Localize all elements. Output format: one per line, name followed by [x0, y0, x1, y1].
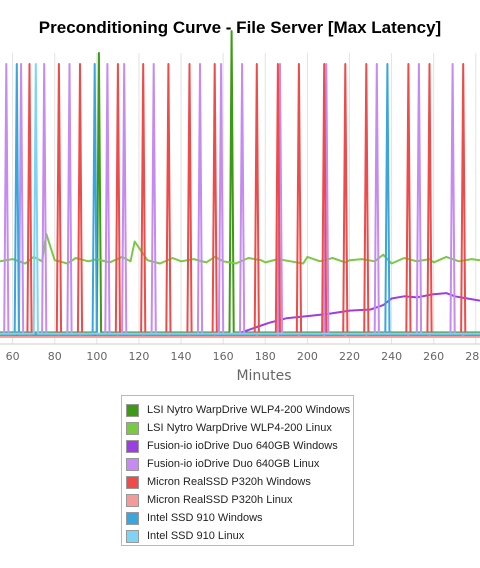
x-tick-label-3: 120 [128, 350, 149, 360]
plot-area: 60 80 100 120 140 160 180 200 220 240 260 280 [0, 30, 480, 360]
legend-label-4: Micron RealSSD P320h Windows [147, 476, 311, 488]
legend-swatch-0 [126, 403, 139, 417]
legend-item-1[interactable]: LSI Nytro WarpDrive WLP4-200 Linux [126, 419, 353, 437]
x-tick-label-9: 240 [381, 350, 402, 360]
x-axis-title: Minutes [236, 368, 292, 384]
legend-swatch-7 [126, 529, 139, 543]
x-tick-label-6: 180 [255, 350, 276, 360]
legend-item-7[interactable]: Intel SSD 910 Linux [126, 527, 353, 545]
legend-label-3: Fusion-io ioDrive Duo 640GB Linux [147, 458, 320, 470]
legend-label-0: LSI Nytro WarpDrive WLP4-200 Windows [147, 404, 351, 416]
x-tick-label-2: 100 [86, 350, 107, 360]
x-tick-label-7: 200 [297, 350, 318, 360]
legend-label-2: Fusion-io ioDrive Duo 640GB Windows [147, 440, 338, 452]
x-tick-label-4: 140 [171, 350, 192, 360]
legend-swatch-5 [126, 493, 139, 507]
legend-swatch-6 [126, 511, 139, 525]
legend-swatch-1 [126, 421, 139, 435]
legend-label-7: Intel SSD 910 Linux [147, 530, 245, 542]
series-line-4 [0, 63, 480, 337]
x-tick-label-5: 160 [213, 350, 234, 360]
series-line-6 [0, 63, 480, 336]
legend-item-5[interactable]: Micron RealSSD P320h Linux [126, 491, 353, 509]
legend-item-3[interactable]: Fusion-io ioDrive Duo 640GB Linux [126, 455, 353, 473]
chart-title: Preconditioning Curve - File Server [Max… [38, 18, 442, 37]
series-line-2 [0, 292, 480, 336]
x-tick-label-8: 220 [339, 350, 360, 360]
legend-item-0[interactable]: LSI Nytro WarpDrive WLP4-200 Windows [126, 401, 353, 419]
legend-label-6: Intel SSD 910 Windows [147, 512, 263, 524]
legend-label-1: LSI Nytro WarpDrive WLP4-200 Linux [147, 422, 332, 434]
series-lines [0, 30, 480, 338]
x-tick-label-11: 280 [465, 350, 480, 360]
series-line-1 [0, 232, 480, 265]
series-line-7 [0, 63, 480, 335]
legend-item-4[interactable]: Micron RealSSD P320h Windows [126, 473, 353, 491]
series-line-3 [0, 63, 480, 335]
legend-item-6[interactable]: Intel SSD 910 Windows [126, 509, 353, 527]
x-tick-label-1: 80 [48, 350, 62, 360]
x-tick-label-10: 260 [423, 350, 444, 360]
legend-swatch-3 [126, 457, 139, 471]
x-tick-labels: 60 80 100 120 140 160 180 200 220 240 260 280 [6, 350, 480, 360]
x-tick-label-0: 60 [6, 350, 20, 360]
legend-label-5: Micron RealSSD P320h Linux [147, 494, 293, 506]
legend-swatch-2 [126, 439, 139, 453]
legend-item-2[interactable]: Fusion-io ioDrive Duo 640GB Windows [126, 437, 353, 455]
legend: LSI Nytro WarpDrive WLP4-200 Windows LSI … [121, 395, 354, 546]
legend-swatch-4 [126, 475, 139, 489]
